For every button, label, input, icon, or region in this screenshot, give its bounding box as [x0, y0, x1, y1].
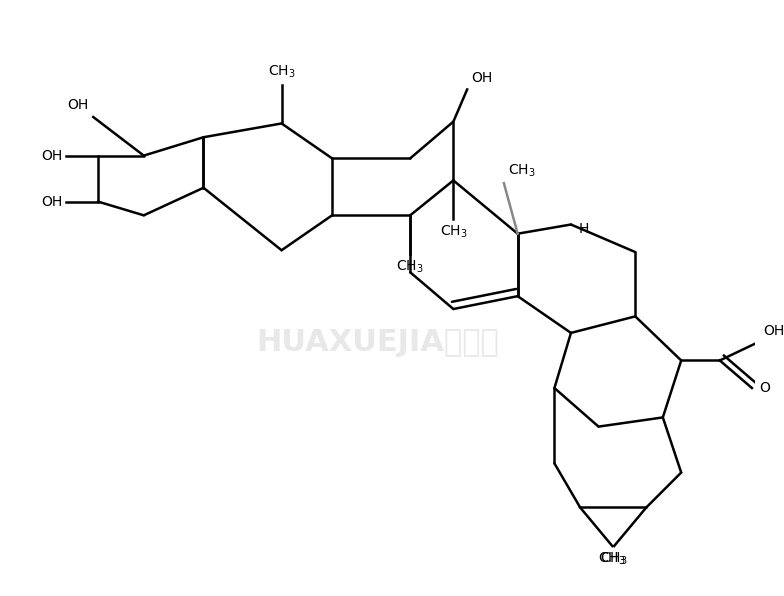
Text: H: H: [579, 222, 589, 236]
Text: CH$_3$: CH$_3$: [509, 162, 536, 179]
Text: CH$_3$: CH$_3$: [268, 64, 296, 80]
Text: OH: OH: [472, 71, 493, 85]
Text: CH$_3$: CH$_3$: [397, 259, 424, 275]
Text: CH$_3$: CH$_3$: [598, 551, 626, 567]
Text: OH: OH: [42, 148, 63, 163]
Text: OH: OH: [67, 98, 89, 113]
Text: OH: OH: [42, 194, 63, 209]
Text: CH$_3$: CH$_3$: [601, 551, 628, 567]
Text: O: O: [759, 381, 770, 395]
Text: CH$_3$: CH$_3$: [440, 224, 467, 240]
Text: OH: OH: [763, 324, 784, 337]
Text: HUAXUEJIA化学加: HUAXUEJIA化学加: [256, 328, 499, 356]
